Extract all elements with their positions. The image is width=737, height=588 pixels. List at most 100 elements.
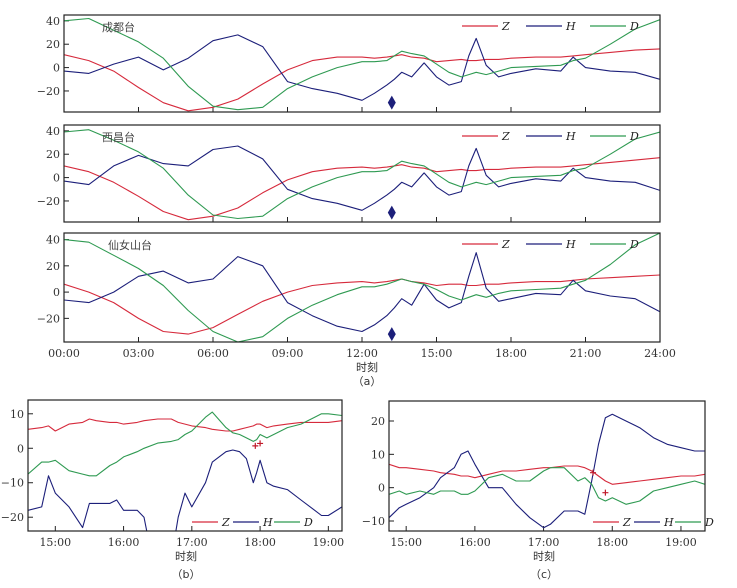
legend-label-h: H bbox=[565, 130, 576, 143]
station-label: 仙女山台 bbox=[108, 238, 152, 252]
y-tick-label: −10 bbox=[362, 515, 385, 528]
x-axis-title: 时刻 bbox=[533, 549, 555, 563]
series-line-h bbox=[28, 449, 342, 531]
y-tick-label: −10 bbox=[1, 477, 24, 490]
x-tick-label: 15:00 bbox=[390, 536, 422, 549]
y-tick-label: −20 bbox=[37, 85, 60, 98]
legend-label-z: Z bbox=[221, 516, 230, 529]
legend-label-h: H bbox=[663, 516, 674, 529]
y-tick-label: 40 bbox=[46, 125, 60, 138]
legend-label-d: D bbox=[704, 516, 714, 529]
x-tick-label: 24:00 bbox=[644, 347, 676, 360]
x-tick-label: 21:00 bbox=[570, 347, 602, 360]
series-line-z bbox=[28, 418, 342, 432]
series-line-d bbox=[28, 411, 342, 477]
plot-frame bbox=[63, 232, 661, 343]
y-tick-label: 20 bbox=[46, 148, 60, 161]
cross-marker bbox=[252, 442, 259, 449]
x-tick-label: 17:00 bbox=[176, 536, 208, 549]
x-tick-label: 16:00 bbox=[459, 536, 491, 549]
series-line-d bbox=[64, 233, 660, 342]
series-line-d bbox=[64, 129, 660, 220]
x-tick-label: 18:00 bbox=[244, 536, 276, 549]
y-tick-label: −20 bbox=[1, 511, 24, 524]
cross-marker bbox=[257, 440, 264, 447]
y-tick-label: 0 bbox=[53, 62, 60, 75]
series-line-h bbox=[64, 145, 660, 211]
y-tick-label: 20 bbox=[46, 38, 60, 51]
panel-caption: （b） bbox=[172, 568, 201, 581]
legend-label-z: Z bbox=[501, 130, 510, 143]
x-tick-label: 17:00 bbox=[528, 536, 560, 549]
x-axis-title: 时刻 bbox=[356, 360, 378, 374]
station-label: 成都台 bbox=[102, 20, 135, 34]
x-tick-label: 15:00 bbox=[421, 347, 453, 360]
x-tick-label: 19:00 bbox=[312, 536, 344, 549]
y-tick-label: −20 bbox=[37, 195, 60, 208]
legend-label-z: Z bbox=[501, 238, 510, 251]
y-tick-label: 20 bbox=[46, 260, 60, 273]
y-tick-label: −20 bbox=[37, 312, 60, 325]
series-line-z bbox=[389, 463, 705, 485]
chart-panel-a2: 40 20 0 −20 西昌台 Z H D bbox=[37, 124, 661, 223]
x-tick-label: 00:00 bbox=[48, 347, 80, 360]
plot-frame bbox=[27, 399, 343, 532]
legend-label-h: H bbox=[262, 516, 273, 529]
plot-frame bbox=[63, 14, 661, 113]
x-tick-label: 16:00 bbox=[108, 536, 140, 549]
x-tick-label: 09:00 bbox=[272, 347, 304, 360]
cross-marker bbox=[590, 469, 597, 476]
series-line-h bbox=[64, 34, 660, 101]
x-axis-title: 时刻 bbox=[175, 549, 197, 563]
legend-label-d: D bbox=[629, 20, 639, 33]
x-tick-label: 12:00 bbox=[346, 347, 378, 360]
legend-label-h: H bbox=[565, 20, 576, 33]
x-tick-label: 06:00 bbox=[197, 347, 229, 360]
y-tick-label: 0 bbox=[53, 286, 60, 299]
diamond-marker bbox=[387, 95, 396, 110]
y-tick-label: 20 bbox=[371, 415, 385, 428]
series-line-h bbox=[64, 252, 660, 333]
y-tick-label: 10 bbox=[371, 448, 385, 461]
panel-caption: （a） bbox=[353, 375, 382, 388]
chart-panel-a1: 40 20 0 −20 成都台 Z H D bbox=[37, 14, 661, 113]
station-label: 西昌台 bbox=[102, 130, 135, 144]
series-line-d bbox=[64, 17, 660, 111]
series-line-d bbox=[389, 467, 705, 505]
legend-label-d: D bbox=[303, 516, 313, 529]
chart-panel-c: 20 10 0 −10 15:00 16:00 17:00 18:00 19:00 Z H D 时刻 （c… bbox=[362, 400, 714, 581]
diamond-marker bbox=[387, 327, 396, 342]
chart-panel-a3: 40 20 0 −20 00:00 03:00 06:00 09:00 12:00 15:00 18… bbox=[37, 232, 676, 388]
x-tick-label: 18:00 bbox=[495, 347, 527, 360]
legend-label-z: Z bbox=[622, 516, 631, 529]
x-tick-label: 03:00 bbox=[123, 347, 155, 360]
series-line-h bbox=[389, 413, 705, 529]
series-line-z bbox=[64, 157, 660, 221]
x-tick-label: 19:00 bbox=[665, 536, 697, 549]
legend-label-z: Z bbox=[501, 20, 510, 33]
plot-frame bbox=[63, 124, 661, 223]
y-tick-label: 0 bbox=[17, 442, 24, 455]
x-tick-label: 18:00 bbox=[596, 536, 628, 549]
legend-label-d: D bbox=[629, 238, 639, 251]
y-tick-label: 10 bbox=[10, 408, 24, 421]
cross-marker bbox=[602, 489, 609, 496]
y-tick-label: 0 bbox=[53, 172, 60, 185]
y-tick-label: 40 bbox=[46, 234, 60, 247]
legend-label-d: D bbox=[629, 130, 639, 143]
panel-caption: （c） bbox=[530, 568, 558, 581]
x-tick-label: 15:00 bbox=[39, 536, 71, 549]
y-tick-label: 0 bbox=[378, 482, 385, 495]
series-line-z bbox=[64, 48, 660, 112]
plot-frame bbox=[388, 400, 706, 532]
legend-label-h: H bbox=[565, 238, 576, 251]
y-tick-label: 40 bbox=[46, 15, 60, 28]
diamond-marker bbox=[387, 205, 396, 220]
chart-panel-b: 10 0 −10 −20 15:00 16:00 17:00 18:00 19:00 Z H D 时刻 （… bbox=[1, 399, 344, 581]
